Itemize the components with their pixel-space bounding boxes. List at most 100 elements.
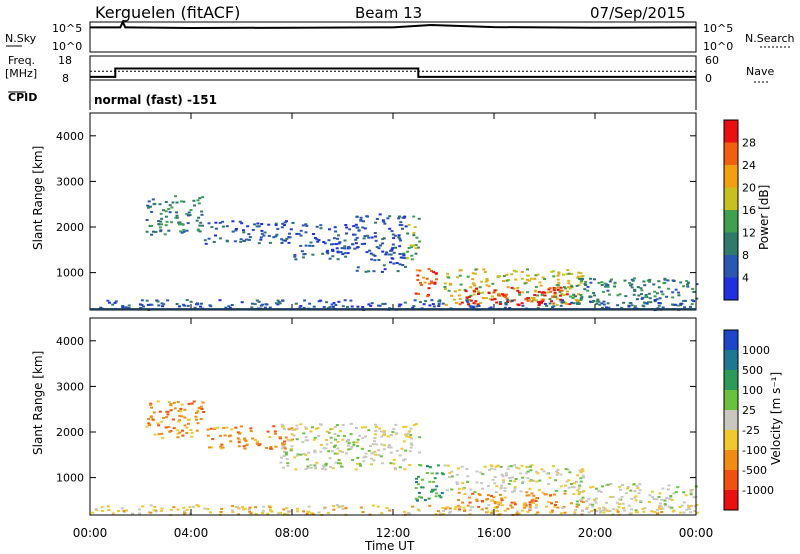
heatmap-cell-0-8	[639, 287, 643, 290]
heatmap-cell-0-2	[331, 255, 335, 258]
heatmap-cell-1-2	[329, 466, 333, 468]
heatmap-cell-1-7	[685, 508, 689, 511]
heatmap-cell-0-8	[575, 301, 579, 304]
heatmap-cell-0-3	[382, 220, 386, 223]
heatmap-cell-1-2	[362, 460, 366, 463]
heatmap-cell-0-3	[359, 216, 363, 219]
heatmap-cell-1-4	[509, 465, 513, 468]
velocity-colorbar-label: Velocity [m s⁻¹]	[769, 372, 783, 465]
heatmap-cell-0-8	[676, 304, 680, 307]
freq-line	[90, 67, 696, 78]
heatmap-cell-1-4	[501, 475, 505, 478]
heatmap-cell-1-7	[220, 507, 224, 510]
heatmap-cell-1-7	[526, 510, 530, 513]
heatmap-cell-0-9	[341, 305, 345, 308]
heatmap-cell-0-6	[565, 303, 569, 306]
heatmap-cell-1-6	[657, 495, 661, 498]
heatmap-cell-1-6	[579, 499, 583, 502]
heatmap-cell-1-2	[394, 468, 397, 471]
heatmap-cell-1-1	[206, 428, 210, 431]
heatmap-cell-0-6	[516, 286, 520, 289]
heatmap-cell-0-5	[427, 268, 431, 271]
heatmap-cell-1-1	[237, 441, 241, 444]
heatmap-cell-0-1	[207, 237, 211, 240]
heatmap-cell-0-6	[576, 277, 580, 279]
heatmap-cell-0-0	[146, 204, 150, 207]
heatmap-cell-0-2	[301, 256, 305, 259]
heatmap-cell-0-8	[583, 288, 587, 291]
heatmap-cell-1-2	[319, 450, 323, 453]
heatmap-cell-0-2	[343, 247, 347, 250]
heatmap-cell-1-7	[106, 505, 110, 508]
heatmap-cell-0-6	[538, 281, 542, 284]
heatmap-cell-1-3	[440, 472, 444, 475]
heatmap-cell-0-7	[547, 288, 551, 291]
heatmap-cell-1-2	[375, 443, 378, 446]
heatmap-cell-0-9	[438, 299, 442, 302]
heatmap-cell-1-4	[493, 476, 497, 478]
heatmap-cell-1-0	[178, 419, 181, 422]
heatmap-cell-1-4	[525, 466, 529, 469]
heatmap-cell-0-7	[548, 287, 552, 290]
heatmap-cell-1-1	[237, 438, 241, 441]
heatmap-cell-1-6	[577, 487, 581, 490]
heatmap-cell-1-2	[360, 447, 364, 450]
heatmap-cell-0-5	[435, 278, 438, 281]
heatmap-cell-1-7	[434, 513, 438, 516]
heatmap-cell-0-7	[492, 291, 496, 294]
heatmap-cell-1-1	[206, 434, 210, 437]
heatmap-cell-0-1	[285, 237, 289, 240]
heatmap-cell-0-9	[412, 305, 416, 308]
heatmap-cell-1-7	[125, 509, 128, 512]
heatmap-cell-0-9	[138, 303, 142, 306]
heatmap-cell-0-9	[106, 299, 110, 302]
heatmap-cell-1-2	[400, 447, 404, 450]
heatmap-cell-1-7	[203, 507, 207, 510]
heatmap-cell-0-5	[416, 274, 420, 277]
heatmap-cell-1-4	[500, 473, 504, 476]
heatmap-cell-1-6	[612, 508, 616, 511]
heatmap-cell-0-6	[514, 278, 518, 281]
colorbar-segment	[724, 187, 738, 210]
heatmap-cell-1-4	[461, 482, 465, 485]
heatmap-cell-0-3	[402, 254, 406, 257]
heatmap-cell-0-7	[568, 303, 572, 306]
heatmap-cell-0-3	[379, 244, 382, 247]
heatmap-cell-1-7	[534, 513, 538, 516]
heatmap-cell-0-8	[690, 303, 694, 306]
heatmap-cell-1-0	[167, 426, 171, 429]
heatmap-cell-0-3	[383, 268, 387, 271]
nsky-tick-top: 10^5	[52, 22, 82, 35]
heatmap-cell-1-1	[243, 438, 247, 441]
heatmap-cell-0-6	[539, 284, 543, 287]
heatmap-cell-1-2	[369, 463, 373, 466]
heatmap-cell-0-6	[512, 287, 516, 290]
heatmap-cell-0-8	[640, 289, 644, 292]
heatmap-cell-0-0	[201, 224, 204, 227]
heatmap-cell-0-6	[563, 286, 566, 289]
heatmap-cell-0-8	[589, 281, 593, 284]
heatmap-cell-0-7	[552, 289, 556, 292]
heatmap-cell-0-6	[564, 287, 568, 290]
heatmap-cell-1-7	[282, 508, 286, 511]
heatmap-cell-0-0	[180, 231, 184, 234]
heatmap-cell-0-9	[397, 305, 401, 308]
heatmap-cell-1-3	[415, 499, 419, 502]
heatmap-cell-0-2	[343, 245, 347, 248]
heatmap-cell-1-2	[293, 456, 297, 459]
heatmap-cell-1-0	[157, 424, 161, 427]
heatmap-cell-1-7	[573, 513, 577, 516]
heatmap-cell-0-0	[200, 213, 204, 216]
heatmap-cell-1-2	[371, 451, 375, 454]
heatmap-cell-1-7	[495, 509, 499, 512]
heatmap-cell-1-2	[346, 440, 350, 443]
heatmap-cell-0-2	[308, 244, 312, 247]
heatmap-cell-1-2	[284, 451, 288, 454]
heatmap-cell-1-2	[410, 437, 413, 440]
heatmap-cell-0-6	[567, 286, 570, 289]
colorbar-frame	[723, 329, 739, 511]
heatmap-cell-0-6	[567, 272, 571, 275]
heatmap-cell-0-8	[677, 294, 681, 297]
heatmap-cell-0-2	[352, 225, 356, 228]
heatmap-cell-1-5	[467, 496, 471, 499]
